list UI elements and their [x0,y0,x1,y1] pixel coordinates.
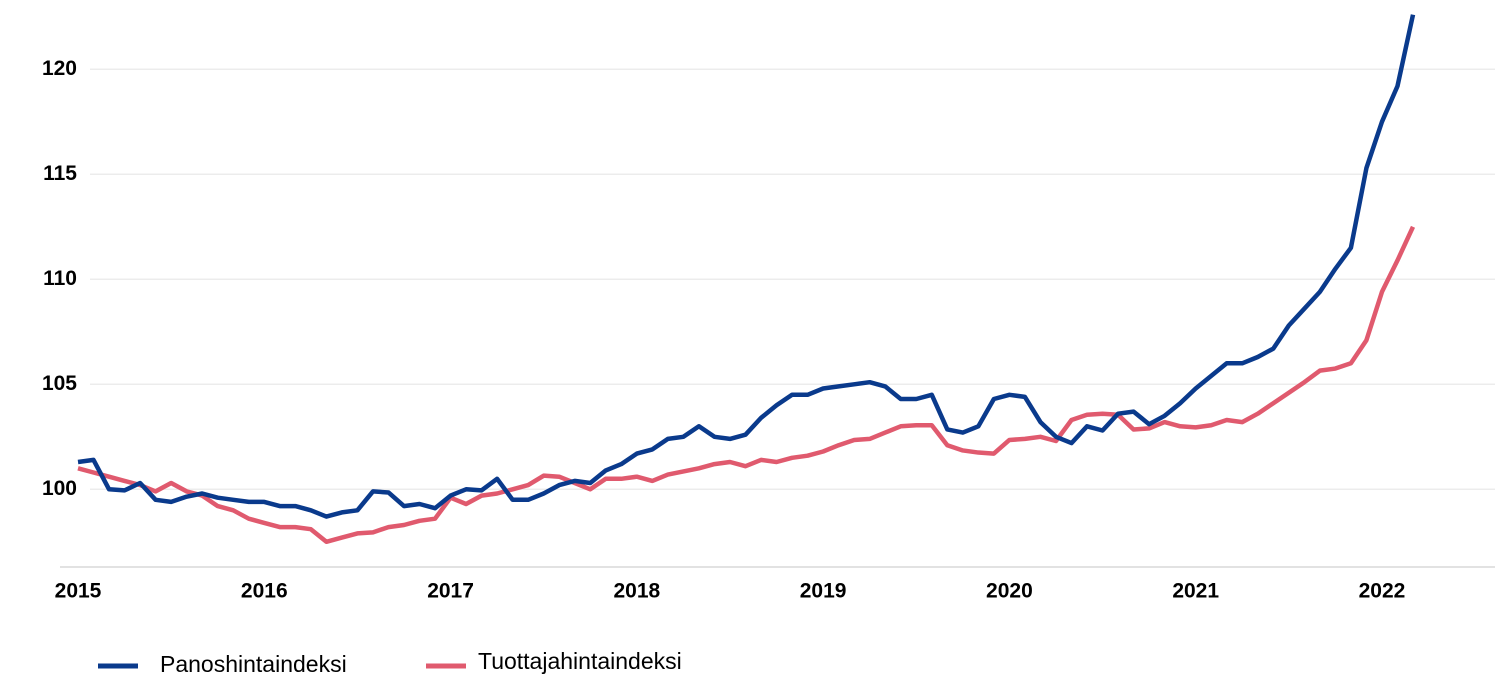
line-series [77,225,1416,545]
x-tick-label: 2019 [800,580,847,603]
x-tick-label: 2017 [427,580,474,603]
line-series [77,14,1416,519]
y-tick-label: 100 [42,477,77,500]
y-tick-label: 115 [43,162,77,185]
legend-label: Tuottajahintaindeksi [478,648,682,674]
x-tick-label: 2020 [986,580,1033,603]
y-tick-label: 120 [42,57,77,80]
legend-label: Panoshintaindeksi [160,651,347,677]
x-tick-label: 2022 [1359,580,1406,603]
x-tick-label: 2016 [241,580,288,603]
x-tick-label: 2021 [1172,580,1219,603]
x-tick-label: 2018 [613,580,660,603]
x-tick-label: 2015 [55,580,102,603]
y-tick-label: 110 [43,267,77,290]
y-tick-label: 105 [42,372,77,395]
